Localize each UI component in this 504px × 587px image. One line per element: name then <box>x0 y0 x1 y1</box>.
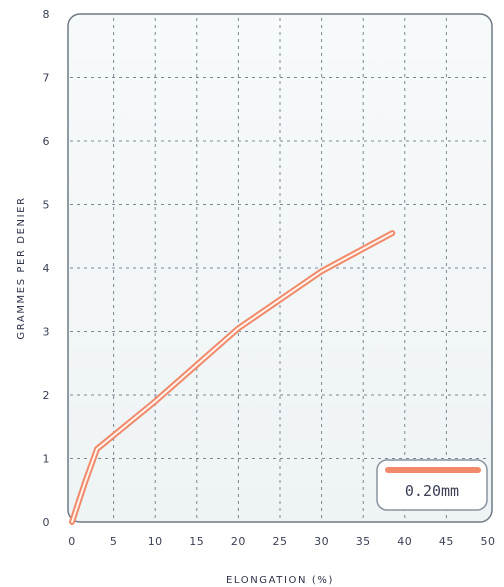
y-tick-label: 7 <box>43 72 51 85</box>
grid <box>70 18 490 522</box>
legend: 0.20mm <box>376 459 488 511</box>
x-tick-label: 30 <box>314 535 329 548</box>
y-tick-label: 1 <box>43 453 51 466</box>
x-tick-label: 5 <box>110 535 118 548</box>
x-tick-label: 10 <box>148 535 163 548</box>
x-tick-label: 50 <box>481 535 496 548</box>
y-tick-label: 0 <box>43 516 51 529</box>
x-tick-label: 0 <box>68 535 76 548</box>
x-tick-label: 35 <box>356 535 371 548</box>
series-layer <box>69 230 396 525</box>
series-line <box>71 232 394 523</box>
y-tick-label: 3 <box>43 326 51 339</box>
x-tick-label: 40 <box>397 535 412 548</box>
y-axis-title: GRAMMES PER DENIER <box>16 196 27 339</box>
x-tick-label: 20 <box>231 535 246 548</box>
x-axis-title: ELONGATION (%) <box>226 575 334 586</box>
y-tick-label: 6 <box>43 135 51 148</box>
x-tick-label: 45 <box>439 535 454 548</box>
y-tick-label: 2 <box>43 389 51 402</box>
y-tick-label: 5 <box>43 199 51 212</box>
legend-label: 0.20mm <box>405 482 459 500</box>
y-tick-label: 4 <box>43 262 51 275</box>
x-tick-label: 25 <box>273 535 288 548</box>
x-tick-label: 15 <box>189 535 204 548</box>
y-tick-label: 8 <box>43 8 51 21</box>
